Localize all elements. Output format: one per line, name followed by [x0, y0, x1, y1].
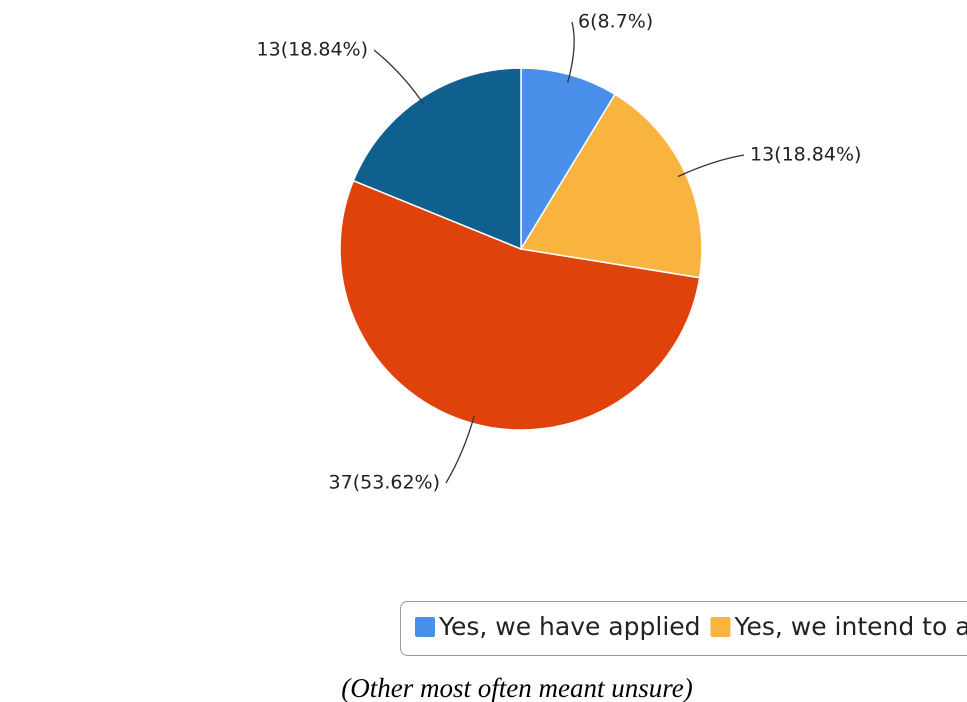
leader-line: [445, 415, 475, 484]
legend-label: Yes, we intend to apply: [734, 612, 967, 641]
data-label: 13(18.84%): [750, 144, 861, 166]
data-label: 6(8.7%): [578, 11, 653, 33]
legend-swatch: [710, 617, 731, 637]
leader-line: [677, 154, 745, 178]
legend-swatch: [415, 617, 435, 637]
data-label: 37(53.62%): [329, 472, 440, 494]
leader-line: [373, 49, 426, 106]
legend-label: Yes, we have applied: [438, 612, 701, 641]
legend-box: [400, 601, 967, 656]
caption: (Other most often meant unsure): [341, 673, 692, 702]
data-label: 13(18.84%): [257, 39, 368, 61]
leader-line: [567, 21, 575, 83]
